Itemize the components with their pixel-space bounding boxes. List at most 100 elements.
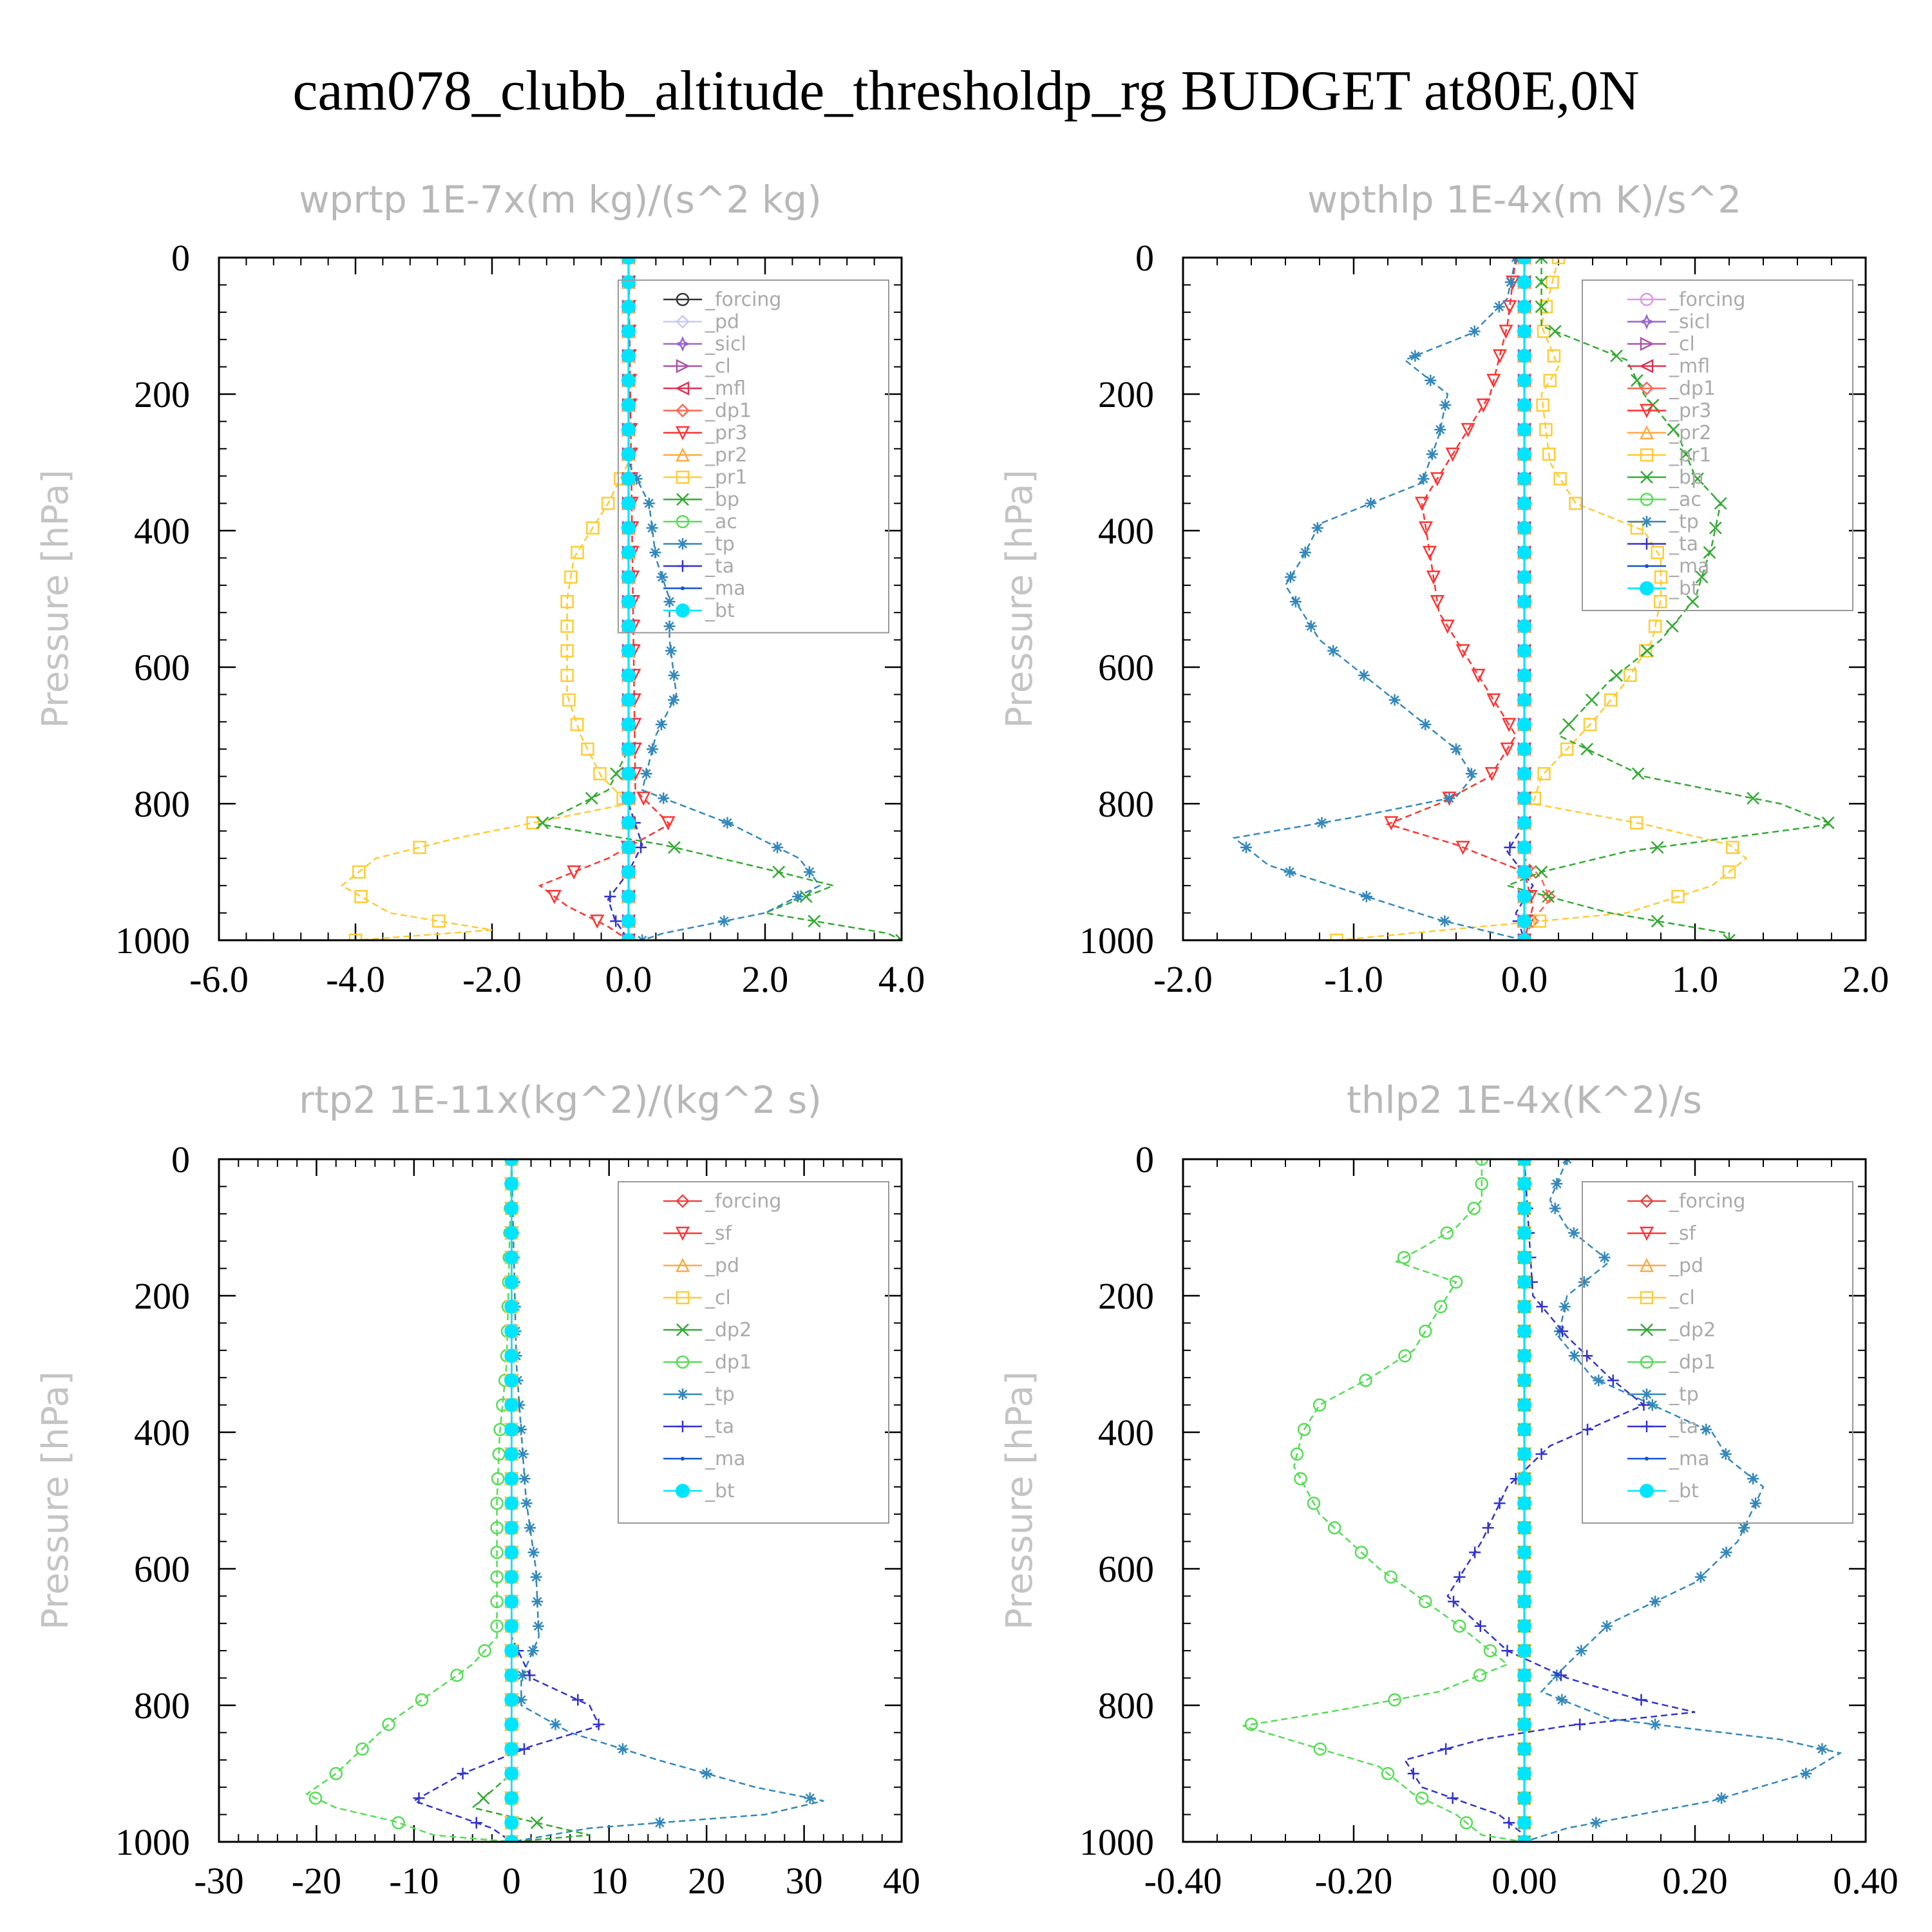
data-point: [1601, 1620, 1613, 1633]
data-point: [1440, 620, 1455, 634]
data-point: [1610, 349, 1623, 363]
data-point: [1624, 668, 1637, 682]
data-point: [1547, 349, 1561, 363]
data-point: [1517, 643, 1531, 658]
data-point: [1703, 546, 1716, 559]
series-line: [1336, 258, 1748, 940]
data-point: [1240, 841, 1253, 853]
data-point: [621, 324, 636, 339]
data-point: [504, 1520, 519, 1535]
data-point: [621, 397, 636, 412]
data-point: [718, 915, 730, 927]
data-point: [1493, 301, 1505, 313]
data-point: [1580, 743, 1594, 756]
x-tick-label: 4.0: [878, 958, 925, 1000]
data-point: [586, 521, 600, 535]
data-point: [1517, 692, 1531, 707]
data-point: [1722, 865, 1736, 879]
legend-item: _forcing: [663, 1190, 781, 1213]
data-point: [1455, 840, 1470, 855]
legend-item: _tp: [1627, 511, 1699, 533]
series-line: [1504, 258, 1835, 940]
series-line: [412, 1159, 601, 1842]
series-dp1: [305, 1159, 518, 1842]
data-point: [803, 866, 815, 878]
series-line: [538, 258, 671, 940]
data-point: [1575, 1645, 1587, 1657]
data-point: [640, 768, 652, 780]
data-point: [656, 571, 668, 583]
data-point: [1311, 522, 1323, 534]
legend-item: _ma: [1627, 555, 1710, 578]
data-point: [570, 717, 584, 732]
legend-item: _bt: [1627, 578, 1699, 600]
legend-item: _forcing: [1627, 289, 1745, 311]
data-point: [581, 742, 594, 756]
data-point: [504, 1835, 519, 1842]
data-point: [1455, 644, 1470, 659]
data-point: [668, 669, 680, 681]
data-point: [520, 1497, 533, 1510]
data-point: [1473, 1669, 1487, 1682]
legend-item: _pr1: [1627, 444, 1711, 467]
data-point: [1289, 596, 1302, 608]
data-point: [504, 1446, 519, 1461]
data-point: [585, 791, 598, 805]
y-tick-label: 1000: [1079, 1821, 1154, 1863]
data-point: [504, 1349, 519, 1363]
x-tick-label: 0.0: [1501, 958, 1548, 1000]
y-tick-label: 1000: [1079, 920, 1154, 961]
data-point: [560, 644, 574, 658]
x-tick-label: 0.20: [1662, 1860, 1728, 1902]
legend-item: _sf: [1627, 1222, 1697, 1245]
data-point: [1502, 717, 1517, 732]
data-point: [1381, 1766, 1395, 1781]
legend-item: _dp1: [663, 1351, 752, 1374]
series-bt: [1517, 1159, 1531, 1842]
series-line: [1403, 1159, 1696, 1842]
data-point: [1474, 1620, 1486, 1633]
data-point: [1646, 1399, 1658, 1411]
data-point: [560, 668, 574, 682]
data-point: [799, 890, 813, 904]
legend-label: _sf: [1669, 1222, 1697, 1245]
legend-item: _dp2: [1627, 1319, 1716, 1341]
data-point: [621, 668, 636, 683]
data-point: [621, 643, 636, 658]
data-point: [1482, 1522, 1494, 1534]
legend-label: _forcing: [1669, 1190, 1745, 1213]
legend-item: _sf: [663, 1222, 733, 1245]
data-point: [1517, 1692, 1531, 1707]
x-tick-label: -20: [292, 1860, 341, 1902]
data-point: [593, 767, 607, 781]
data-point: [524, 1669, 536, 1681]
data-point: [1453, 1619, 1466, 1633]
figure-title: cam078_clubb_altitude_thresholdp_rg BUDG…: [292, 60, 1639, 122]
data-point: [643, 497, 655, 509]
data-point: [1738, 1522, 1750, 1534]
data-point: [1517, 1201, 1531, 1216]
data-point: [1535, 1448, 1548, 1460]
thlp2-title: thlp2 1E-4x(K^2)/s: [1347, 1078, 1702, 1122]
legend-label: _pr1: [705, 466, 747, 489]
legend-item: _forcing: [1627, 1190, 1745, 1213]
data-point: [329, 1766, 343, 1781]
legend-label: _cl: [1669, 333, 1695, 355]
data-point: [667, 694, 679, 706]
data-point: [491, 1472, 505, 1486]
data-point: [382, 1718, 395, 1731]
data-point: [564, 570, 578, 584]
data-point: [592, 1718, 605, 1730]
data-point: [621, 545, 636, 560]
data-point: [1461, 422, 1475, 437]
data-point: [1517, 348, 1531, 363]
data-point: [504, 1201, 519, 1216]
data-point: [490, 1496, 504, 1510]
y-tick-label: 0: [171, 1139, 190, 1180]
data-point: [1517, 1159, 1531, 1166]
data-point: [1536, 398, 1549, 412]
data-point: [1465, 768, 1477, 780]
data-point: [1517, 1594, 1531, 1609]
data-point: [1415, 1791, 1429, 1805]
